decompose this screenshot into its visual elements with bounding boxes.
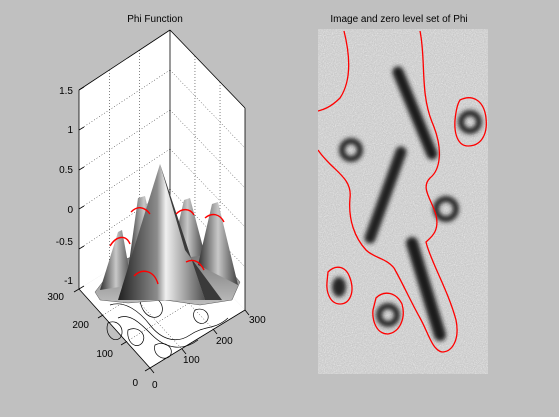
y-tick-label: 0 [132,378,138,389]
x-tick-label: 100 [183,355,200,366]
z-tick-label: 1.5 [59,86,73,97]
level-set-image-title: Image and zero level set of Phi [330,14,467,25]
zero-level-contours [318,30,487,353]
grid-line [169,148,246,228]
grid-line [126,283,221,342]
z-axis: 1.5 1 0.5 0 -0.5 -1 [56,86,85,290]
z-tick-label: 1 [67,125,73,136]
y-axis: 300 200 100 0 [47,288,151,389]
grid-line [78,69,171,131]
z-tick-label: 0.5 [59,165,73,176]
y-tick-label: 300 [47,292,64,303]
z-tick-label: 0 [67,205,73,216]
y-tick-label: 200 [72,320,89,331]
surface-zero-level [109,207,225,285]
surface-peak-right [198,202,238,285]
grid-line [169,69,246,149]
level-set-image: Image and zero level set of Phi [318,14,488,374]
grayscale-image [318,29,488,374]
surface-plot-title: Phi Function [127,14,183,25]
surface-peak-main [118,164,205,300]
image-objects [332,66,482,341]
grid-line [78,148,171,210]
surface-peak-left [100,230,132,290]
y-tick-label: 100 [96,349,113,360]
axis-box-edges [78,29,246,369]
z-tick-label: -0.5 [56,237,74,248]
grid-line [78,109,171,171]
x-tick-label: 300 [249,315,266,326]
z-tick-label: -1 [64,276,73,287]
x-tick-label: 0 [152,380,158,391]
x-tick-label: 200 [216,336,233,347]
grid-line [169,109,246,189]
x-axis: 0 100 200 300 [149,309,266,391]
surface-plot: Phi Function [47,14,266,391]
